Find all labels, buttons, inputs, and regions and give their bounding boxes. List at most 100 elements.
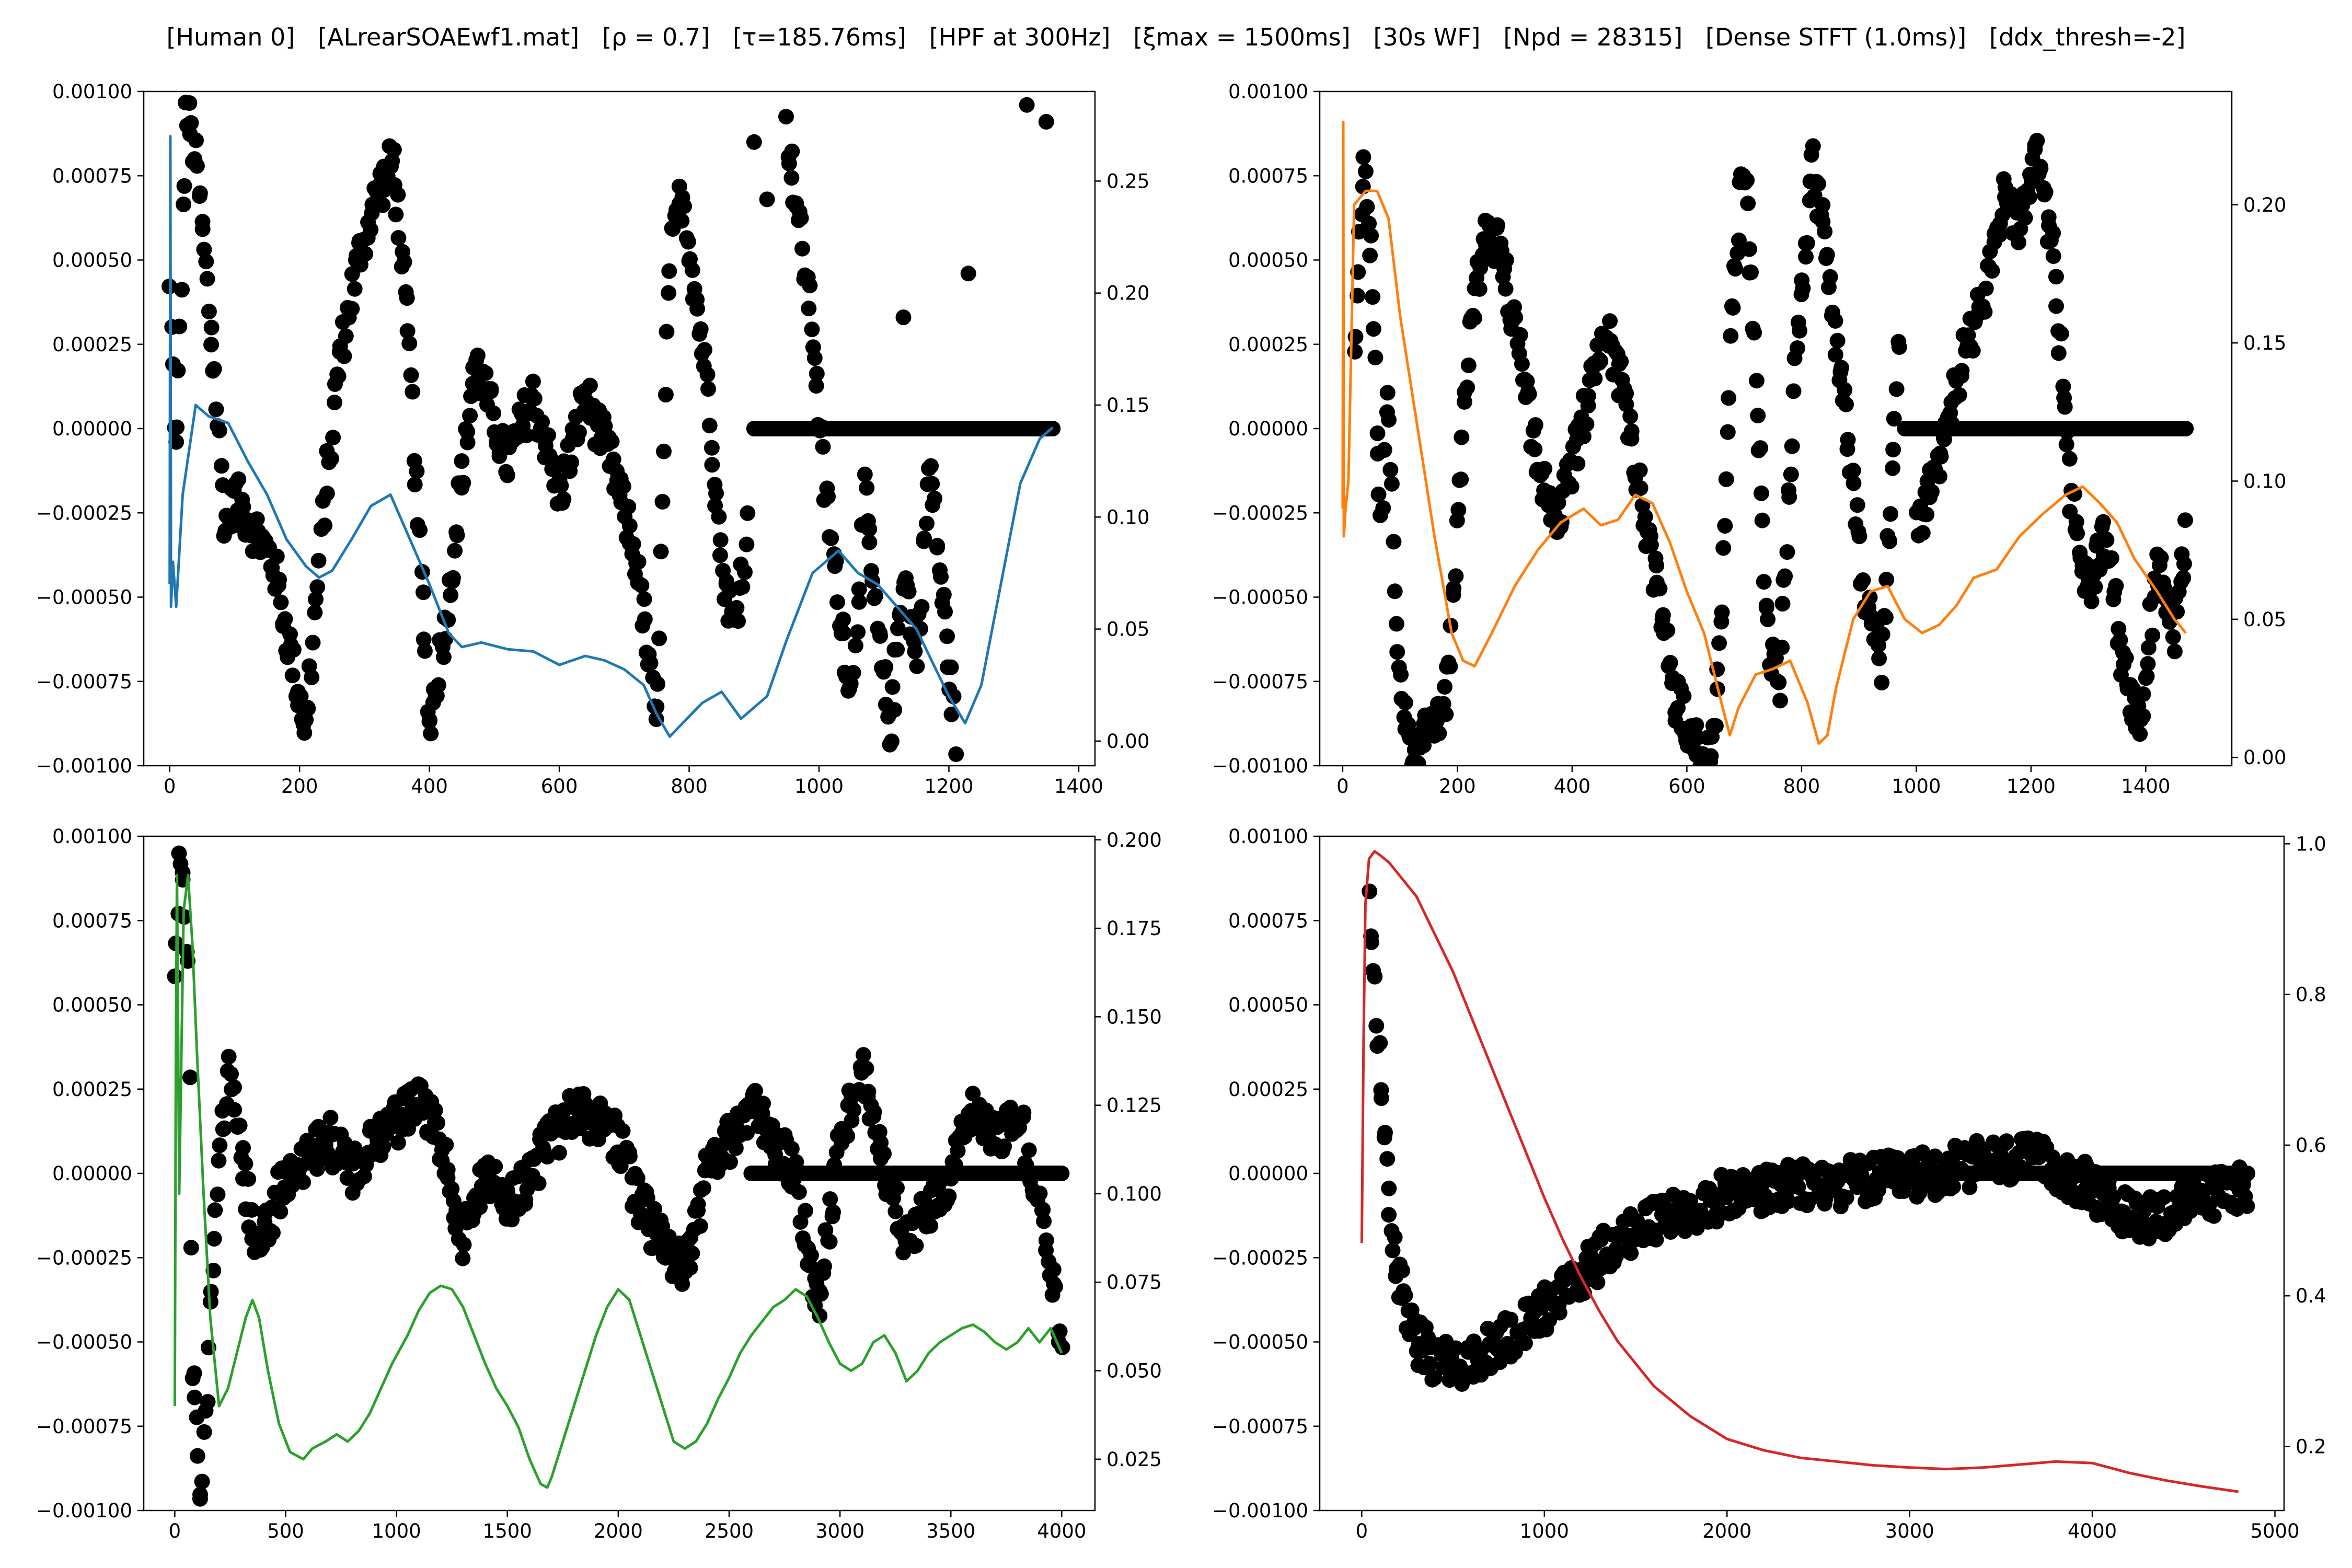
scatter-point <box>2029 133 2045 149</box>
scatter-point <box>1551 1305 1567 1321</box>
scatter-point <box>187 1389 203 1405</box>
y-tick-label: −0.00050 <box>1212 586 1308 609</box>
scatter-point <box>797 1203 813 1219</box>
scatter-point <box>325 430 341 446</box>
scatter-point <box>783 170 800 186</box>
scatter-point <box>454 453 470 469</box>
y2-tick-label: 0.075 <box>1106 1271 1162 1294</box>
y-tick-label: −0.00100 <box>1212 755 1308 777</box>
y-tick-label: −0.00100 <box>1212 1500 1308 1522</box>
scatter-point <box>399 323 416 339</box>
scatter-point <box>939 628 955 644</box>
scatter-point <box>183 1240 199 1256</box>
scatter-point <box>650 676 666 692</box>
y-tick-label: 0.00025 <box>52 333 132 356</box>
scatter-point <box>2176 556 2192 572</box>
scatter-point <box>1587 371 1603 387</box>
scatter-point <box>244 1202 260 1218</box>
scatter-point <box>1437 679 1452 695</box>
scatter-point <box>1871 650 1887 666</box>
scatter-point <box>2140 640 2157 656</box>
scatter-point <box>403 367 419 383</box>
scatter-point <box>440 1161 456 1178</box>
scatter-point <box>2132 726 2148 742</box>
scatter-point <box>1632 462 1648 478</box>
scatter-point <box>1933 448 1949 465</box>
scatter-point <box>653 544 669 560</box>
scatter-point <box>309 579 326 595</box>
scatter-point <box>1771 674 1787 690</box>
scatter-point <box>2017 210 2033 226</box>
scatter-series <box>167 845 1070 1507</box>
scatter-point <box>1623 423 1640 439</box>
scatter-point <box>884 679 901 695</box>
scatter-point <box>183 115 199 131</box>
scatter-point <box>1774 596 1791 612</box>
scatter-point <box>1805 138 1821 154</box>
scatter-point <box>860 1083 877 1100</box>
scatter-point <box>690 1196 706 1213</box>
scatter-series <box>1347 133 2194 766</box>
scatter-point <box>1448 1340 1464 1356</box>
scatter-point <box>1882 533 1898 549</box>
scatter-point <box>674 1276 690 1292</box>
scatter-point <box>1489 217 1505 233</box>
scatter-point <box>2240 1166 2256 1181</box>
scatter-point <box>1643 537 1659 553</box>
scatter-point <box>1613 353 1629 370</box>
y2-tick-label: 0.175 <box>1106 917 1162 940</box>
scatter-point <box>960 266 976 282</box>
scatter-point <box>1521 386 1537 402</box>
y-tick-label: 0.00075 <box>52 909 132 932</box>
scatter-point <box>189 1448 205 1464</box>
scatter-point <box>804 321 820 338</box>
scatter-point <box>1570 456 1586 472</box>
scatter-point <box>1054 1166 1070 1181</box>
scatter-point <box>755 1096 771 1112</box>
scatter-point <box>1703 748 1719 764</box>
scatter-point <box>2048 269 2064 285</box>
scatter-point <box>2087 579 2103 595</box>
scatter-point <box>1682 1193 1698 1209</box>
scatter-point <box>1036 1213 1052 1229</box>
plot-area <box>1360 850 2256 1493</box>
scatter-point <box>1711 635 1727 651</box>
scatter-point <box>1838 1190 1854 1206</box>
y2-tick-label: 0.4 <box>2296 1285 2326 1307</box>
scatter-point <box>284 667 301 684</box>
scatter-point <box>171 318 188 335</box>
scatter-point <box>2061 451 2078 467</box>
scatter-point <box>1394 1262 1410 1278</box>
scatter-point <box>417 643 433 659</box>
scatter-point <box>472 1199 488 1215</box>
scatter-point <box>1984 263 2000 279</box>
scatter-point <box>737 564 753 580</box>
scatter-point <box>1886 411 1902 427</box>
scatter-point <box>850 624 866 640</box>
scatter-point <box>188 132 204 148</box>
scatter-point <box>459 423 476 440</box>
scatter-point <box>1819 247 1835 263</box>
scatter-point <box>435 649 452 665</box>
scatter-point <box>1790 1179 1806 1195</box>
scatter-point <box>1799 235 1815 251</box>
scatter-point <box>223 1066 239 1082</box>
scatter-point <box>271 571 287 587</box>
scatter-point <box>1507 309 1524 326</box>
scatter-point <box>1740 195 1756 212</box>
panel-bottom-left: 0 500 1000 1500 2000 2500 3000 3500 4000 −0.00100… <box>36 825 1162 1542</box>
x-tick-label: 1000 <box>372 1520 421 1542</box>
scatter-point <box>2053 326 2069 342</box>
scatter-point <box>422 712 438 728</box>
y2-tick-label: 0.20 <box>1106 282 1149 305</box>
scatter-point <box>1924 483 1940 500</box>
x-tick-label: 1000 <box>1520 1520 1569 1542</box>
scatter-point <box>531 1175 547 1191</box>
scatter-point <box>2021 189 2037 205</box>
scatter-point <box>1992 227 2008 243</box>
scatter-point <box>182 1069 198 1086</box>
y2-tick-label: 0.00 <box>2243 746 2286 769</box>
scatter-point <box>168 434 185 450</box>
scatter-point <box>1021 1142 1037 1158</box>
scatter-point <box>615 1123 631 1139</box>
